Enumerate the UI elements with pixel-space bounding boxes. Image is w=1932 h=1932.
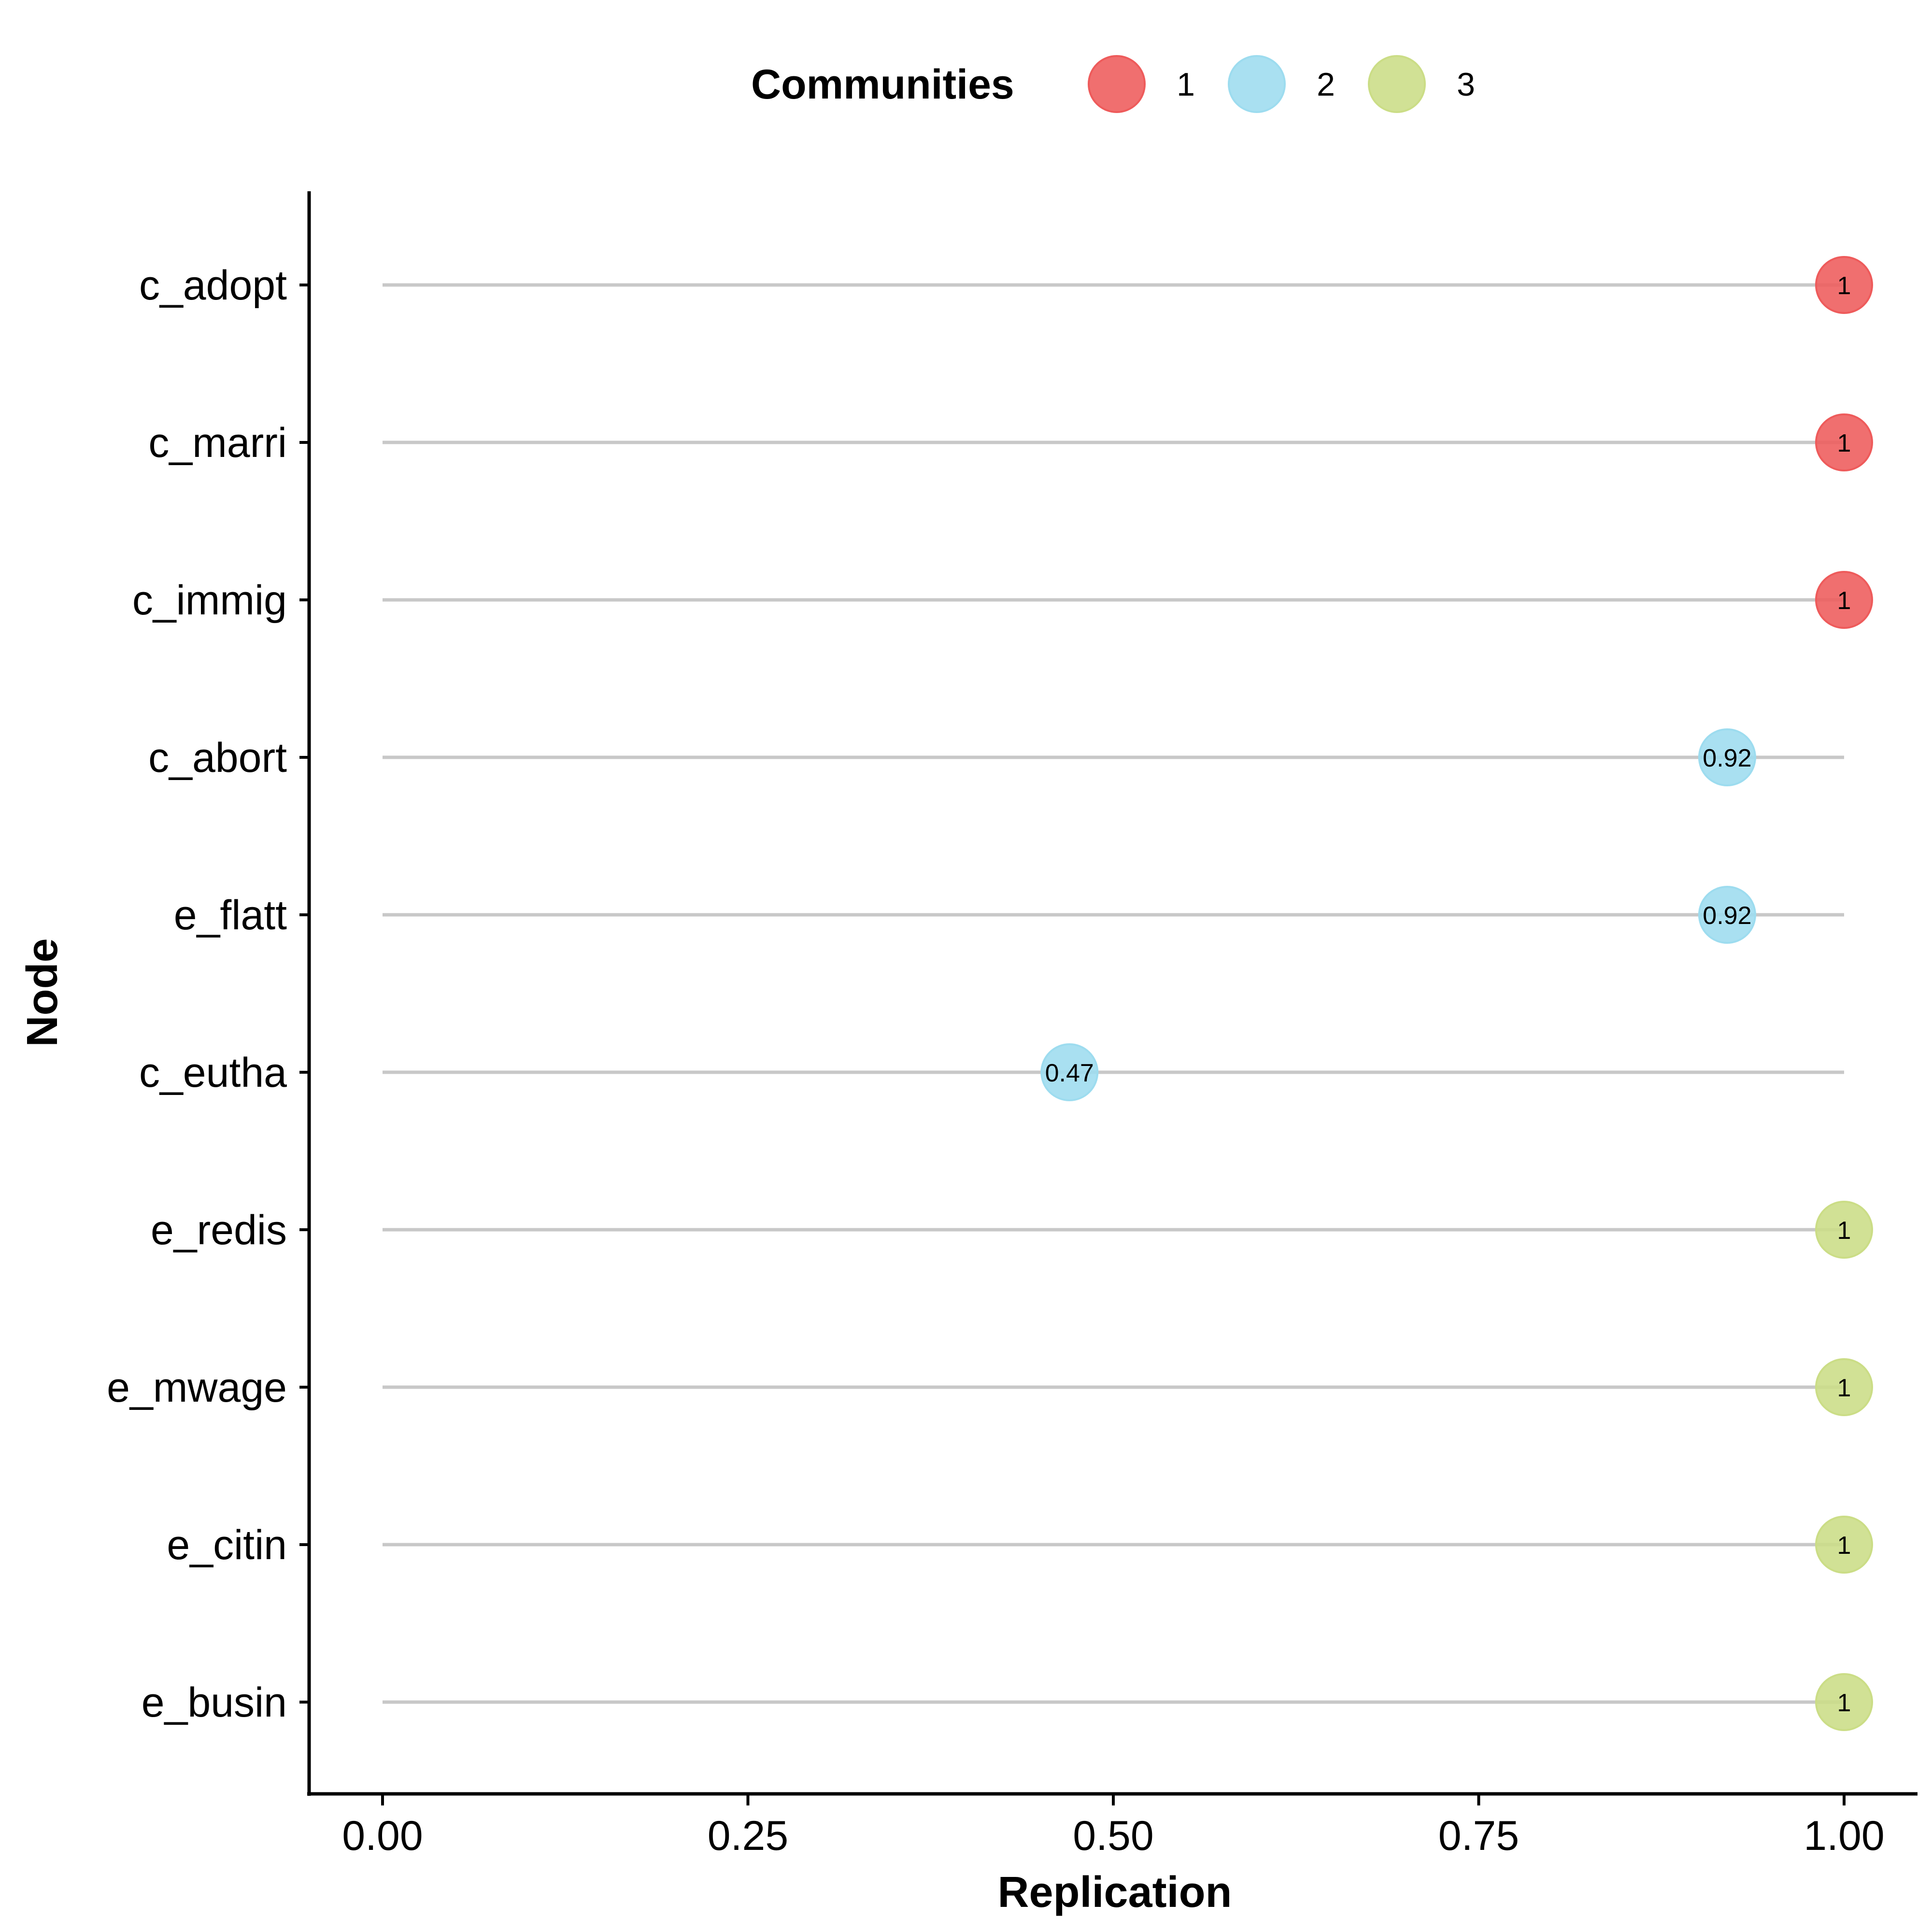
data-label-c_eutha: 0.47 — [1045, 1059, 1094, 1087]
x-tick-label: 0.75 — [1438, 1813, 1519, 1859]
point-c_abort — [1698, 728, 1756, 786]
data-label-e_redis: 1 — [1837, 1217, 1851, 1245]
y-tick-label: c_eutha — [139, 1050, 287, 1096]
point-e_redis — [1815, 1201, 1873, 1259]
x-axis: 0.00 0.25 0.50 0.75 1.00 — [307, 1792, 1918, 1859]
legend-label-1: 1 — [1177, 66, 1195, 103]
legend: Communities 1 2 3 — [751, 55, 1475, 113]
points: 1 1 1 0.92 0.92 0.47 1 1 1 1 — [1040, 256, 1873, 1731]
data-label-c_abort: 0.92 — [1703, 744, 1751, 772]
point-c_adopt — [1815, 256, 1873, 314]
data-label-c_marri: 1 — [1837, 429, 1851, 457]
y-tick-label: e_citin — [167, 1522, 287, 1568]
y-axis: c_adopt c_marri c_immig c_abort e_flatt c_eut… — [107, 191, 311, 1796]
x-tick-label: 1.00 — [1804, 1813, 1884, 1859]
y-axis-title: Node — [18, 938, 67, 1047]
point-c_immig — [1815, 571, 1873, 629]
point-c_eutha — [1040, 1043, 1099, 1101]
x-tick-label: 0.50 — [1073, 1813, 1153, 1859]
data-label-c_adopt: 1 — [1837, 272, 1851, 300]
legend-items: 1 2 3 — [1088, 55, 1475, 113]
legend-title: Communities — [751, 61, 1014, 108]
data-label-c_immig: 1 — [1837, 587, 1851, 615]
x-axis-title: Replication — [997, 1868, 1232, 1917]
data-label-e_mwage: 1 — [1837, 1374, 1851, 1402]
y-tick-label: e_flatt — [174, 892, 287, 938]
y-tick-label: e_busin — [142, 1679, 287, 1726]
data-label-e_citin: 1 — [1837, 1532, 1851, 1560]
x-tick-label: 0.00 — [342, 1813, 423, 1859]
data-label-e_flatt: 0.92 — [1703, 902, 1751, 930]
point-e_busin — [1815, 1673, 1873, 1731]
point-c_marri — [1815, 413, 1873, 471]
x-tick-label: 0.25 — [708, 1813, 788, 1859]
data-label-e_busin: 1 — [1837, 1689, 1851, 1717]
y-tick-label: c_adopt — [139, 262, 287, 309]
legend-label-2: 2 — [1317, 66, 1335, 103]
y-tick-label: e_redis — [151, 1207, 287, 1253]
y-tick-label: c_immig — [132, 577, 287, 624]
y-tick-label: c_abort — [148, 735, 287, 781]
legend-label-3: 3 — [1457, 66, 1475, 103]
point-e_mwage — [1815, 1358, 1873, 1416]
y-tick-label: e_mwage — [107, 1364, 287, 1411]
point-e_flatt — [1698, 886, 1756, 944]
point-e_citin — [1815, 1516, 1873, 1574]
legend-key-2 — [1228, 55, 1286, 113]
stems — [383, 283, 1844, 1704]
legend-key-1 — [1088, 55, 1146, 113]
y-tick-label: c_marri — [148, 420, 287, 466]
legend-key-3 — [1368, 55, 1426, 113]
